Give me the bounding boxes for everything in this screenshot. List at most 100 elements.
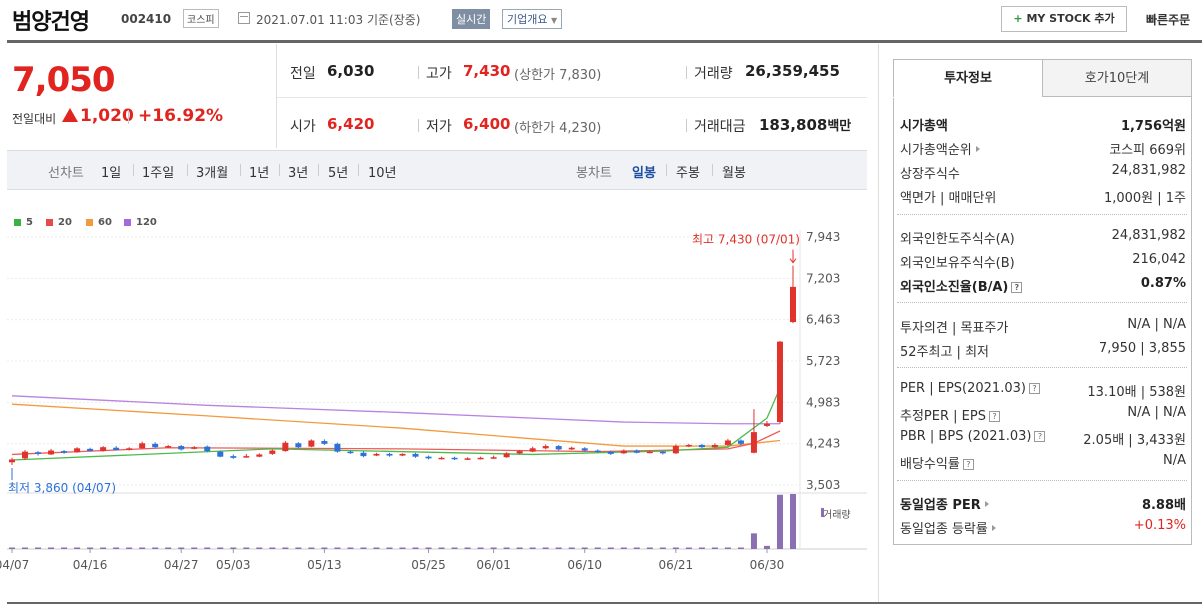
volume-bar [178,547,185,549]
line-chart-label: 선차트 [48,166,84,181]
volume-bar [35,547,42,549]
upper-limit: (상한가 7,830) [514,68,602,83]
volume-bar [191,547,198,549]
change-value: 1,020 [80,106,134,126]
realtime-badge[interactable]: 실시간 [452,9,491,29]
company-overview-dropdown[interactable]: 기업개요 ▼ [502,9,563,29]
volume-label: 거래량 [694,66,733,82]
x-tick-label: 06/01 [476,558,511,572]
panel-row-label: 액면가 | 매매단위 [900,191,997,206]
tab-orderbook[interactable]: 호가10단계 [1042,59,1192,97]
volume-bar [152,547,159,549]
volume-bar [790,494,796,549]
candle-body [373,453,380,456]
footer-divider [7,602,1202,604]
tab-invest-info[interactable]: 투자정보 [893,59,1043,97]
panel-row-label[interactable]: 동일업종 PER [900,494,989,513]
volume-bar [48,547,55,549]
volume-bar [256,547,263,549]
panel-row-value: N/A [1163,453,1186,468]
candle-body [308,440,315,447]
panel-row-label[interactable]: 시가총액순위 [900,139,980,158]
period-1d[interactable]: 1일 [101,166,122,181]
candle-body [594,450,601,453]
candle-body [750,432,757,453]
candle-body [9,459,15,463]
help-icon[interactable]: ? [988,411,1000,422]
my-stock-add-button[interactable]: + MY STOCK 추가 [1001,6,1127,32]
open-label: 시가 [290,119,316,135]
volume-bar [243,547,250,549]
volume-legend-swatch [821,508,824,517]
volume-bar [217,547,224,549]
help-icon[interactable]: ? [1028,383,1040,394]
period-3m[interactable]: 3개월 [196,166,229,181]
period-10y[interactable]: 10년 [368,166,397,181]
period-1y[interactable]: 1년 [249,166,270,181]
caret-right-icon [975,146,980,152]
candle-body [282,442,289,452]
volume-bar [633,547,640,549]
stock-chart[interactable]: 7,943 7,203 6,463 5,723 4,983 4,243 3,503 04/07… [0,225,880,580]
candle-weekly[interactable]: 주봉 [676,166,700,181]
volume-bar [698,547,705,549]
volume-bar [386,547,393,549]
volume-bar [776,494,783,549]
volume-bar [516,547,523,549]
x-tick-label: 04/27 [164,558,199,572]
lower-limit: (하한가 4,230) [514,121,602,136]
x-tick-label: 05/13 [307,558,342,572]
candle-body [698,444,705,448]
period-5y[interactable]: 5년 [328,166,349,181]
panel-row-label: 상장주식수 [900,167,960,182]
candle-body [126,448,133,450]
x-tick-label: 04/16 [73,558,108,572]
divider [187,164,188,176]
candle-body [295,443,302,448]
candle-body [100,447,107,452]
open-value: 6,420 [327,115,375,133]
candle-monthly[interactable]: 월봉 [722,166,746,181]
period-1w[interactable]: 1주일 [142,166,175,181]
panel-row-label[interactable]: PER | EPS(2021.03)? [900,381,1040,396]
chevron-down-icon: ▼ [550,16,558,25]
candle-body [48,450,55,455]
candle-daily[interactable]: 일봉 [632,166,656,181]
help-icon[interactable]: ? [1011,282,1023,293]
volume-bar [347,547,354,549]
panel-row-value: 13.10배 | 538원 [1087,385,1186,400]
panel-row-value: N/A | N/A [1127,317,1186,332]
y-tick-label: 4,983 [806,395,840,409]
panel-row-label[interactable]: 배당수익률? [900,453,974,472]
quick-order-link[interactable]: 빠른주문 [1146,13,1191,27]
period-3y[interactable]: 3년 [288,166,309,181]
divider [878,44,879,602]
panel-row-label[interactable]: 외국인소진율(B/A)? [900,276,1023,295]
panel-row-label[interactable]: 추정PER | EPS? [900,405,1000,424]
panel-row-value: 24,831,982 [1111,163,1186,178]
candle-body [620,450,627,454]
volume-value: 26,359,455 [745,62,840,80]
candle-body [61,451,68,453]
panel-row-label[interactable]: PBR | BPS (2021.03)? [900,429,1046,444]
candle-body [503,453,510,458]
divider [276,44,277,148]
help-icon[interactable]: ? [1034,431,1046,442]
panel-row-value: 8.88배 [1141,498,1186,513]
candle-body [646,451,653,454]
candle-body [711,444,718,448]
panel-row-value: 1,756억원 [1120,119,1186,134]
volume-bar [750,533,757,549]
divider [279,164,280,176]
candle-body [204,446,211,452]
volume-bar [529,547,536,549]
panel-row-label[interactable]: 동일업종 등락률 [900,518,996,537]
divider [686,66,687,79]
candle-body [217,451,224,457]
panel-row-value: 코스피 669위 [1109,143,1186,158]
help-icon[interactable]: ? [962,459,974,470]
panel-row-value: N/A | N/A [1127,405,1186,420]
market-badge: 코스피 [183,9,219,28]
legend-ma5-swatch [14,219,21,226]
candle-body [464,458,471,460]
